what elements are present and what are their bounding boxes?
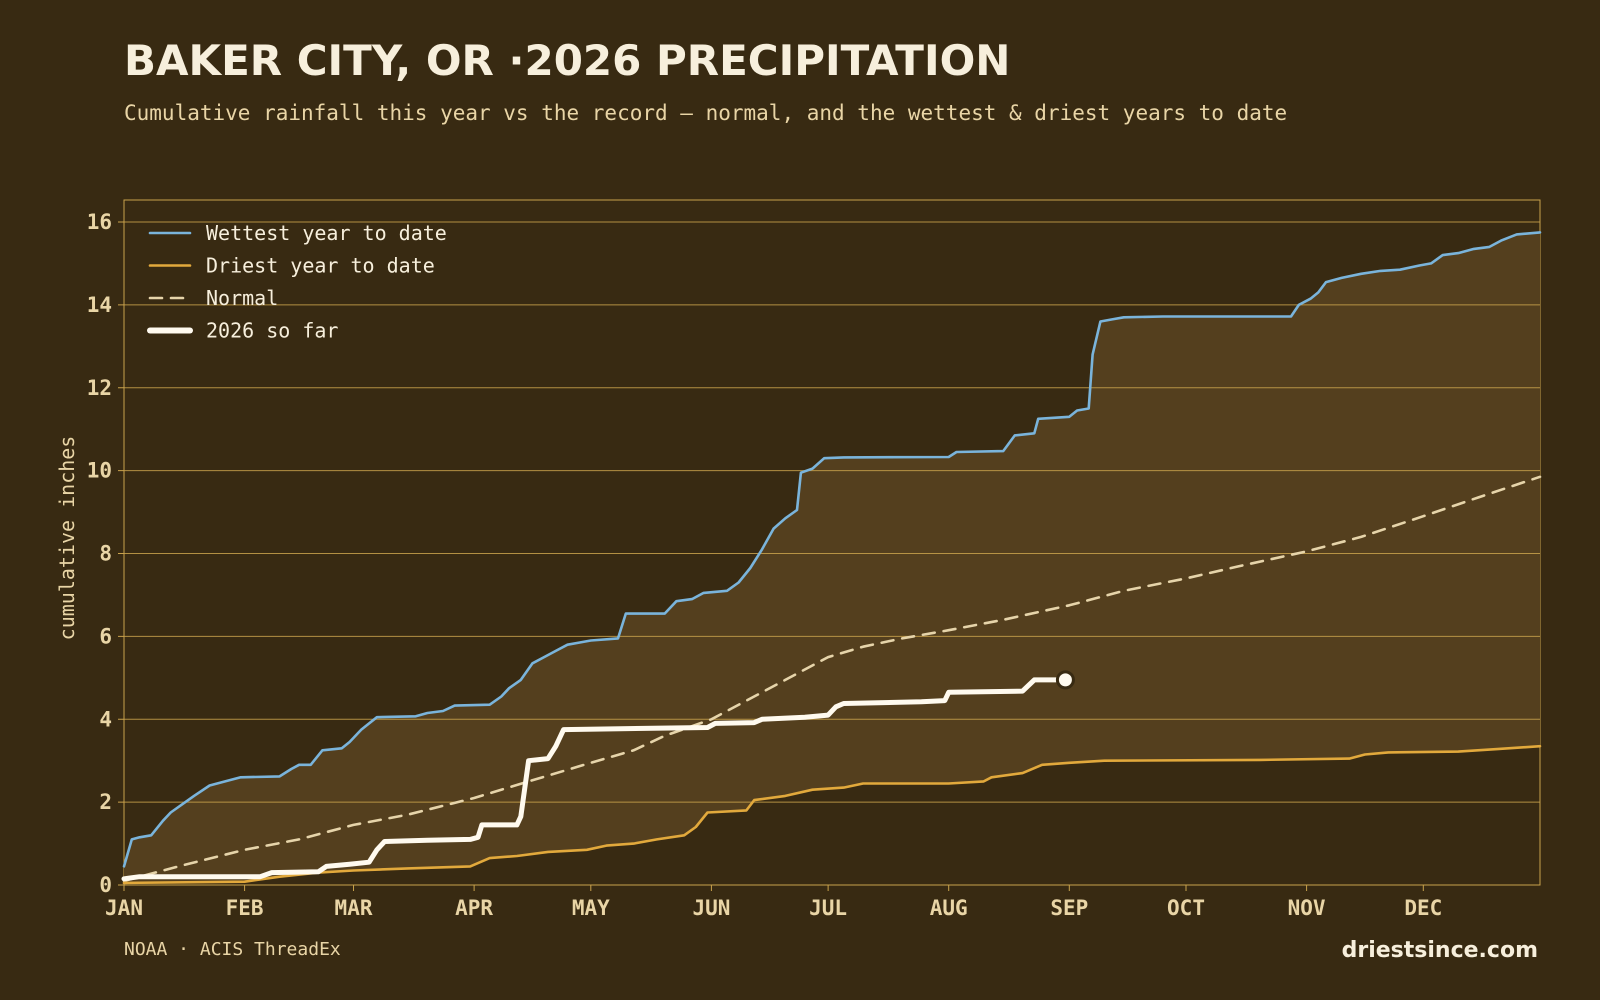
y-tick-label: 6 — [99, 624, 112, 648]
x-tick-label-aug: AUG — [930, 896, 968, 920]
legend-label: 2026 so far — [206, 319, 338, 343]
x-tick-label-jul: JUL — [809, 896, 847, 920]
x-tick-label-feb: FEB — [226, 896, 264, 920]
y-tick-label: 12 — [87, 376, 112, 400]
x-tick-label-dec: DEC — [1404, 896, 1442, 920]
x-tick-label-jan: JAN — [105, 896, 143, 920]
legend-label: Wettest year to date — [206, 221, 447, 245]
y-tick-label: 4 — [99, 707, 112, 731]
series-line-wettest-year-to-date — [122, 231, 1542, 868]
series-line-normal — [122, 475, 1542, 883]
series-line-2026-so-far — [121, 677, 1068, 882]
x-tick-label-mar: MAR — [335, 896, 373, 920]
y-tick-label: 10 — [87, 459, 112, 483]
wettest-driest-band — [124, 232, 1540, 883]
x-tick-label-may: MAY — [572, 896, 610, 920]
y-tick-label: 2 — [99, 790, 112, 814]
y-tick-label: 14 — [87, 293, 112, 317]
current-value-marker — [1055, 670, 1075, 690]
chart-title: BAKER CITY, OR ·2026 PRECIPITATION — [124, 36, 1010, 85]
source-credit: NOAA · ACIS ThreadEx — [124, 939, 341, 960]
legend-label: Driest year to date — [206, 254, 435, 278]
chart-subtitle: Cumulative rainfall this year vs the rec… — [124, 101, 1287, 125]
y-axis-label: cumulative inches — [55, 436, 79, 641]
y-tick-label: 16 — [87, 210, 112, 234]
x-tick-label-oct: OCT — [1167, 896, 1205, 920]
series-line-driest-year-to-date — [122, 744, 1542, 885]
legend: Wettest year to date Driest year to date N… — [147, 221, 447, 343]
y-tick-label: 0 — [99, 873, 112, 897]
x-tick-label-jun: JUN — [692, 896, 730, 920]
legend-label: Normal — [206, 286, 278, 310]
y-tick-label: 8 — [99, 542, 112, 566]
brand-link[interactable]: driestsince.com — [1342, 938, 1538, 963]
x-tick-label-nov: NOV — [1288, 896, 1326, 920]
x-tick-label-apr: APR — [455, 896, 493, 920]
x-tick-label-sep: SEP — [1050, 896, 1088, 920]
plot-area: 0 2 4 6 8 10 12 14 16 JAN FEB MAR APR MAY JUN JUL AUG SEP… — [87, 199, 1542, 920]
